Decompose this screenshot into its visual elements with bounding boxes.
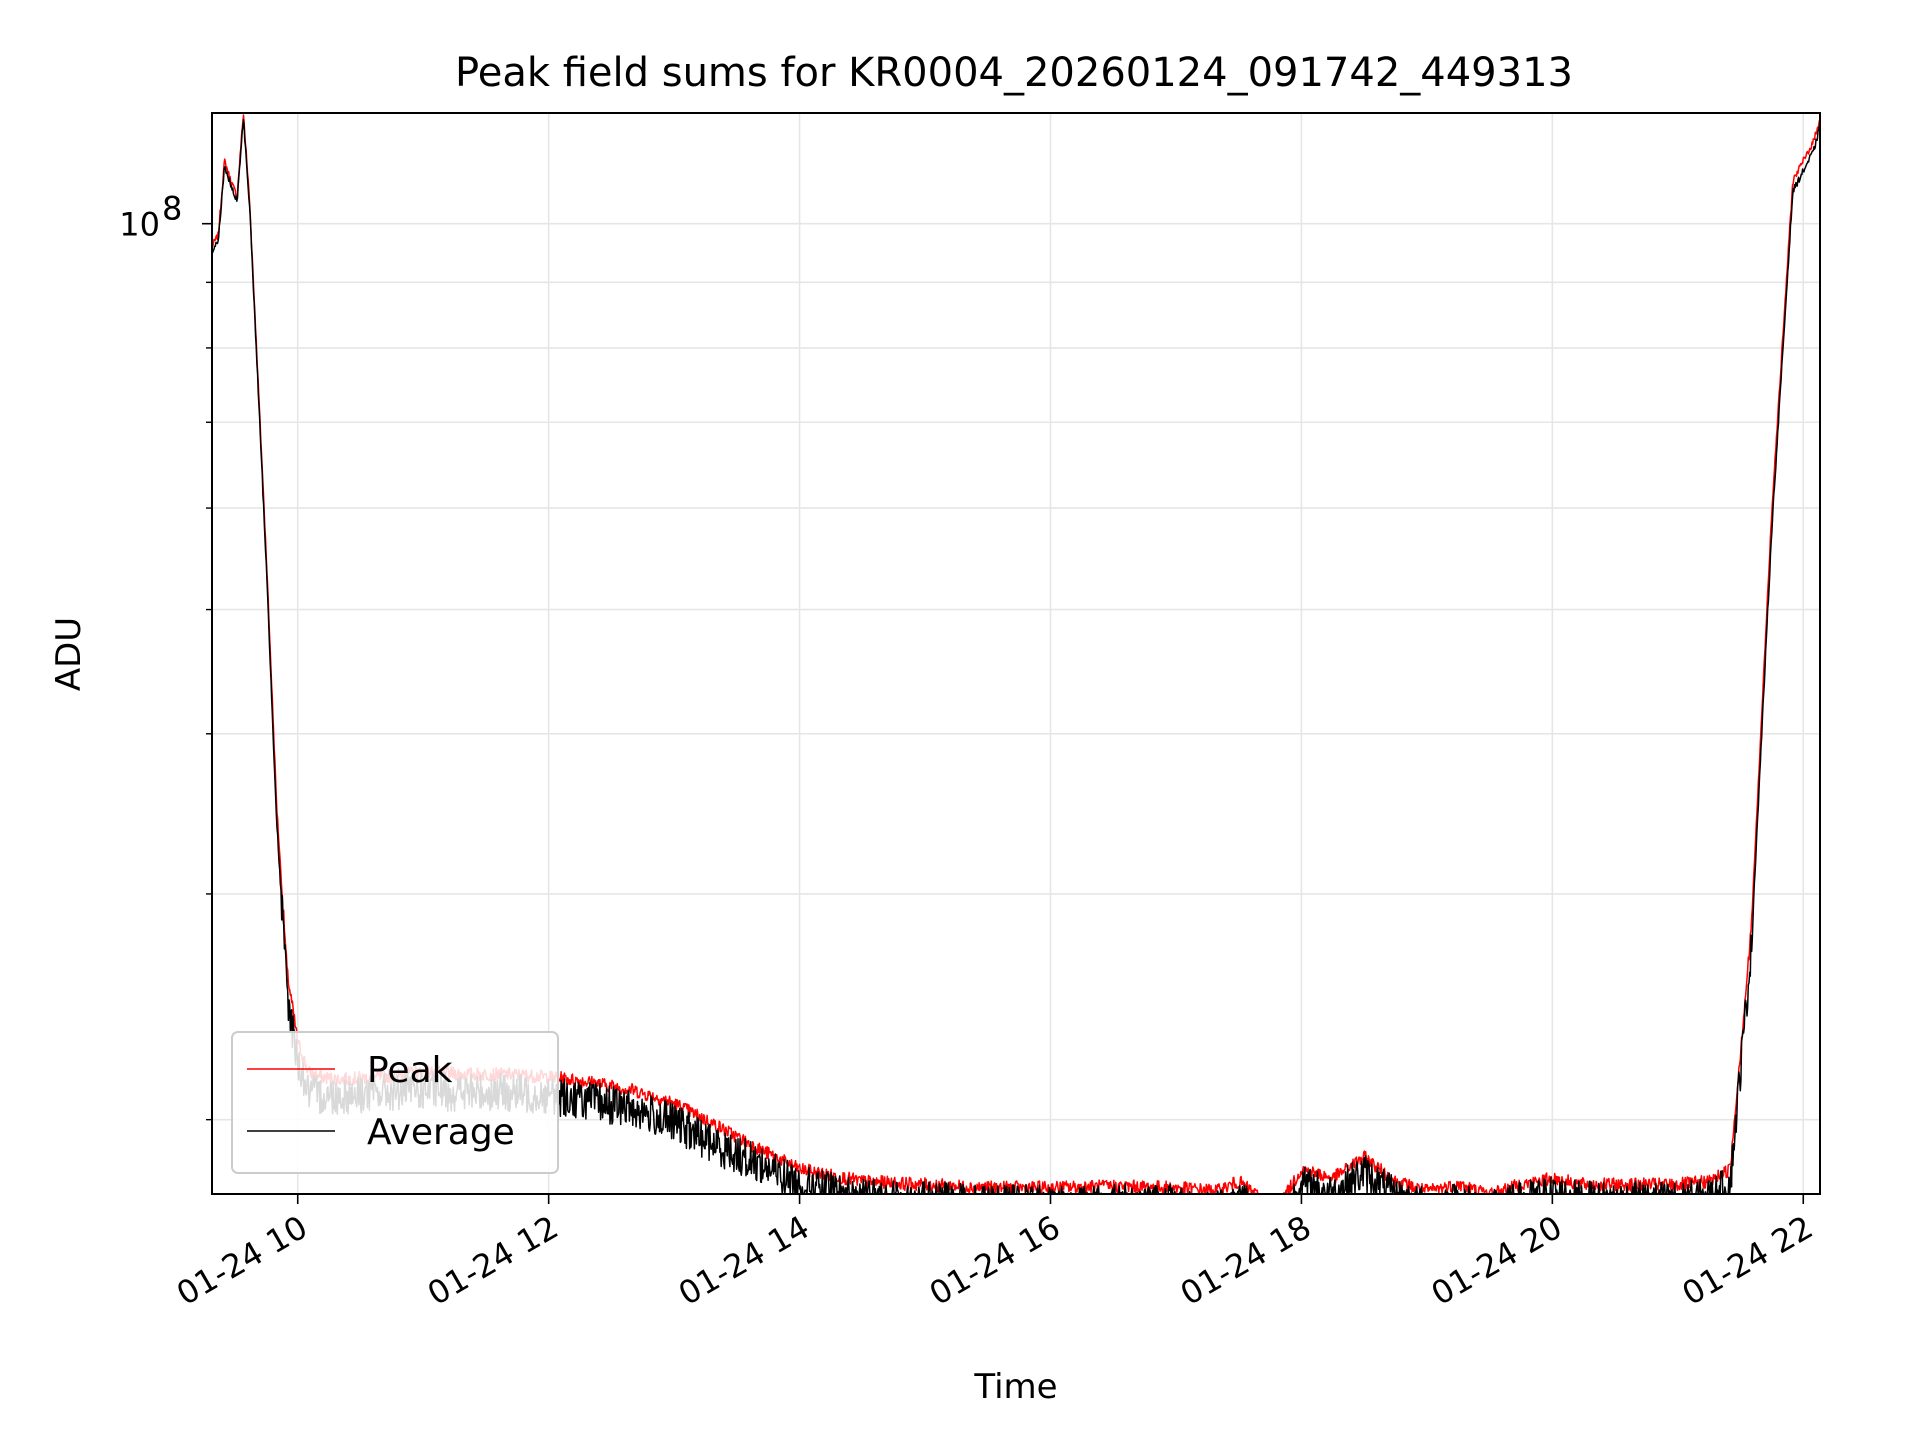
plot-area-frame bbox=[211, 112, 1821, 1195]
legend-label-average: Average bbox=[367, 1112, 515, 1153]
y-axis: 10 8 bbox=[119, 190, 212, 1121]
chart-title: Peak field sums for KR0004_20260124_0917… bbox=[455, 50, 1573, 96]
y-tick-exponent: 8 bbox=[162, 190, 182, 228]
legend-box bbox=[231, 1031, 559, 1174]
legend: Peak Average bbox=[231, 1031, 559, 1174]
y-axis-label: ADU bbox=[49, 617, 89, 691]
legend-label-peak: Peak bbox=[367, 1050, 453, 1091]
x-axis-label: Time bbox=[973, 1367, 1057, 1407]
y-tick-label: 10 bbox=[119, 206, 160, 244]
